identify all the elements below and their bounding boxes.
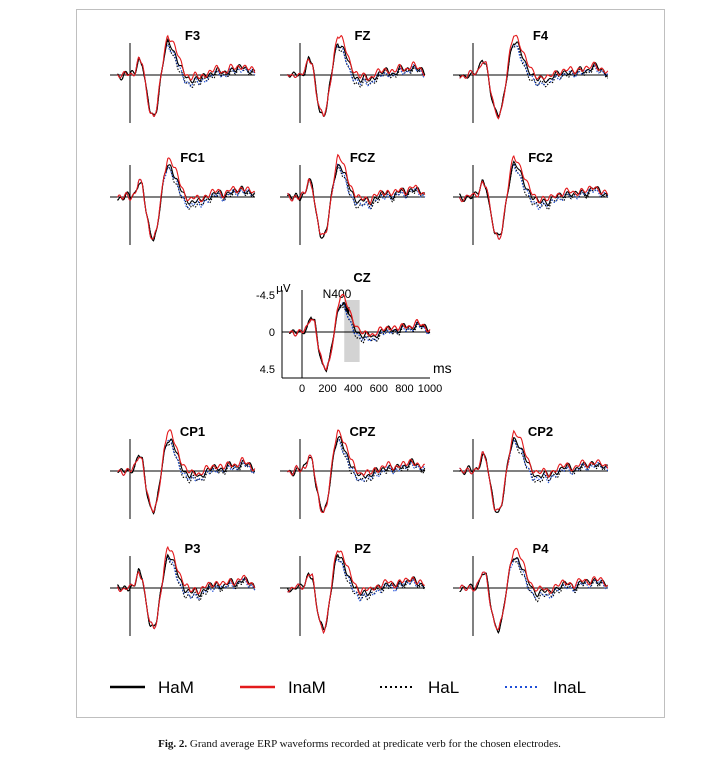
- panel-title: PZ: [354, 541, 371, 556]
- series-inam: [287, 153, 426, 236]
- y-unit: µV: [276, 282, 291, 295]
- series-inal: [117, 439, 256, 514]
- series-hal: [117, 166, 256, 242]
- panel-title: FCZ: [350, 150, 375, 165]
- series-ham: [287, 436, 426, 513]
- caption-text: Grand average ERP waveforms recorded at …: [189, 738, 561, 750]
- x-tick-label: 800: [395, 383, 413, 395]
- series-ham: [289, 301, 431, 373]
- series-ham: [117, 164, 256, 242]
- panel-title: CP1: [180, 424, 205, 439]
- panel-title: FZ: [355, 28, 371, 43]
- series-inam: [287, 429, 425, 514]
- series-inal: [287, 162, 426, 236]
- series-inam: [287, 35, 425, 117]
- y-tick-label: 4.5: [260, 364, 275, 376]
- series-hal: [459, 45, 608, 118]
- series-ham: [459, 436, 609, 513]
- panel-title: F3: [185, 28, 200, 43]
- series-inal: [459, 44, 609, 120]
- y-tick-label: 0: [269, 327, 275, 339]
- series-inal: [288, 302, 431, 371]
- n400-window: [344, 300, 360, 362]
- series-ham: [287, 163, 426, 239]
- series-inam: [117, 34, 256, 117]
- series-inal: [458, 164, 609, 241]
- series-inam: [459, 429, 609, 512]
- series-ham: [286, 553, 426, 631]
- series-inam: [287, 549, 425, 634]
- panel-title: F4: [533, 28, 549, 43]
- caption-label: Fig. 2.: [158, 738, 188, 750]
- series-ham: [117, 38, 256, 116]
- x-tick-label: 200: [318, 383, 336, 395]
- series-inam: [288, 293, 431, 371]
- series-inam: [117, 429, 256, 514]
- panel-title: FC2: [528, 150, 553, 165]
- x-tick-label: 0: [299, 383, 305, 395]
- legend-label-hal: HaL: [428, 678, 459, 697]
- series-ham: [459, 41, 608, 118]
- panel-title: CPZ: [350, 424, 376, 439]
- series-inam: [459, 34, 609, 120]
- panel-title: P4: [533, 541, 550, 556]
- figure-caption: Fig. 2. Grand average ERP waveforms reco…: [0, 738, 719, 750]
- series-ham: [459, 556, 608, 635]
- figure-frame: [76, 9, 665, 718]
- series-inam: [458, 155, 609, 241]
- series-inam: [117, 157, 255, 240]
- panel-title: CP2: [528, 424, 553, 439]
- panel-title: P3: [185, 541, 201, 556]
- y-tick-label: -4.5: [256, 290, 275, 302]
- series-hal: [287, 45, 426, 117]
- series-inal: [287, 559, 425, 634]
- series-hal: [289, 306, 431, 373]
- series-hal: [287, 439, 426, 513]
- legend-label-ham: HaM: [158, 678, 194, 697]
- x-unit: ms: [433, 360, 452, 376]
- panel-title: CZ: [353, 270, 370, 285]
- x-tick-label: 600: [370, 383, 388, 395]
- series-inam: [116, 545, 256, 630]
- n400-label: N400: [323, 287, 352, 301]
- series-hal: [459, 560, 608, 635]
- series-inam: [459, 547, 609, 631]
- legend-label-inam: InaM: [288, 678, 326, 697]
- series-inal: [117, 43, 256, 117]
- series-hal: [117, 442, 255, 515]
- legend-label-inal: InaL: [553, 678, 586, 697]
- panel-title: FC1: [180, 150, 205, 165]
- x-tick-label: 400: [344, 383, 362, 395]
- series-ham: [117, 553, 256, 628]
- series-ham: [287, 43, 426, 117]
- x-tick-label: 1000: [418, 383, 442, 395]
- series-inal: [117, 166, 255, 240]
- series-ham: [459, 160, 609, 236]
- series-inal: [459, 557, 609, 631]
